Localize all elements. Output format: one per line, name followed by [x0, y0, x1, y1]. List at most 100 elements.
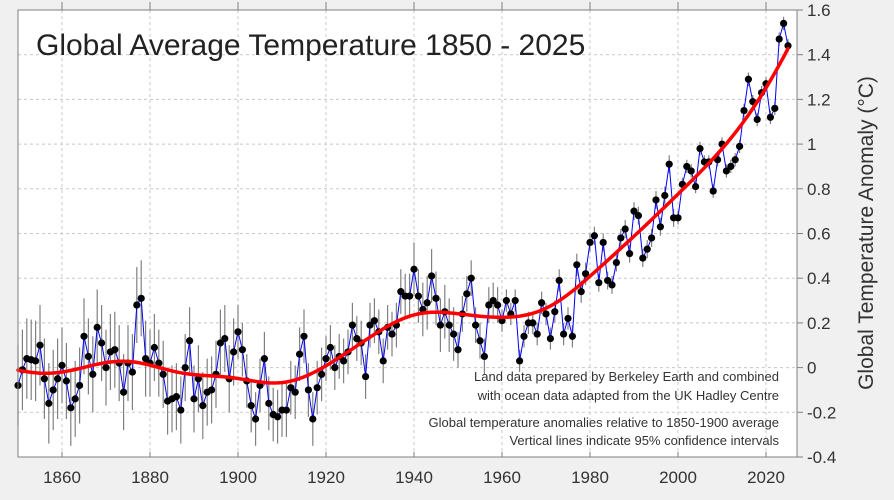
data-point: [612, 258, 621, 267]
x-tick-label: 2020: [747, 468, 785, 487]
data-point: [722, 167, 731, 175]
data-point: [529, 319, 537, 327]
data-point: [687, 167, 695, 175]
data-point: [414, 292, 422, 300]
data-point: [318, 370, 326, 378]
data-point: [727, 162, 735, 171]
data-point: [450, 330, 458, 338]
data-point: [98, 339, 106, 347]
x-axis-ticks: 1860 1880 1900 1920 1940 1960 1980 2000 2020: [43, 2, 785, 487]
x-tick-label: 2000: [659, 468, 697, 487]
data-point: [546, 334, 555, 343]
data-point: [287, 384, 295, 392]
data-point: [379, 357, 387, 365]
data-point: [84, 352, 92, 361]
data-point: [568, 332, 577, 340]
data-point: [238, 346, 246, 354]
data-point: [353, 334, 361, 343]
data-point: [102, 364, 110, 372]
data-point: [326, 343, 334, 352]
data-point: [555, 276, 563, 285]
data-point: [423, 299, 431, 307]
data-point: [274, 413, 282, 421]
data-point: [674, 214, 682, 222]
data-point: [775, 35, 783, 43]
data-point: [538, 299, 546, 307]
data-point: [71, 395, 79, 403]
data-point: [252, 415, 260, 423]
data-point: [744, 75, 753, 83]
data-point: [463, 290, 471, 298]
data-point: [472, 321, 480, 329]
data-point: [111, 346, 119, 354]
data-point: [753, 115, 761, 124]
data-point: [564, 314, 572, 323]
y-tick-label: -0.4: [807, 448, 836, 467]
data-point: [247, 401, 255, 410]
data-point: [639, 254, 647, 262]
y-axis-ticks: -0.4 -0.2 0 0.2 0.4 0.6 0.8 1 1.2 1.4 1.6: [797, 1, 836, 467]
data-point: [348, 321, 356, 329]
data-point: [120, 388, 128, 396]
data-point: [648, 234, 656, 242]
data-point: [291, 388, 299, 396]
x-tick-label: 1980: [571, 468, 609, 487]
x-tick-label: 1940: [395, 468, 433, 487]
data-point: [133, 301, 141, 309]
data-point: [137, 294, 145, 302]
data-point: [40, 375, 49, 383]
data-point: [626, 250, 634, 258]
data-point: [586, 238, 594, 247]
x-tick-label: 1880: [131, 468, 169, 487]
data-point: [780, 19, 788, 28]
data-point: [454, 346, 462, 354]
x-tick-label: 1900: [219, 468, 257, 487]
data-point: [683, 162, 691, 171]
data-point: [661, 191, 669, 200]
x-tick-label: 1960: [483, 468, 521, 487]
data-point: [489, 296, 497, 305]
data-point: [577, 288, 585, 296]
x-tick-label: 1920: [307, 468, 345, 487]
y-tick-label: -0.2: [807, 403, 836, 422]
data-point: [590, 232, 599, 240]
data-point: [432, 294, 440, 302]
data-point: [199, 401, 207, 410]
data-point: [282, 406, 290, 414]
data-point: [621, 225, 629, 233]
data-point: [340, 357, 348, 365]
annotation-confidence: Vertical lines indicate 95% confidence i…: [509, 433, 779, 448]
data-point: [436, 321, 444, 329]
data-point: [230, 348, 238, 356]
data-point: [159, 370, 167, 378]
annotation-source-2: with ocean data adapted from the UK Hadl…: [477, 388, 779, 403]
data-point: [731, 156, 739, 164]
data-point: [31, 357, 40, 365]
annotation-baseline: Global temperature anomalies relative to…: [429, 415, 780, 430]
data-point: [221, 334, 229, 343]
data-point: [155, 359, 163, 367]
data-point: [656, 223, 665, 231]
y-axis-label: Global Temperature Anomaly (°C): [855, 76, 878, 390]
data-point: [599, 238, 607, 247]
y-tick-label: 0: [807, 359, 816, 378]
data-point: [36, 341, 44, 349]
data-point: [480, 352, 488, 361]
data-point: [362, 372, 370, 381]
data-point: [142, 355, 150, 363]
data-point: [771, 104, 779, 112]
data-point: [62, 377, 70, 385]
data-point: [45, 399, 53, 407]
data-point: [533, 330, 541, 338]
data-point: [366, 321, 374, 329]
y-tick-label: 1.4: [807, 46, 831, 65]
data-point: [551, 308, 559, 316]
data-point: [388, 330, 396, 338]
y-tick-label: 0.2: [807, 314, 831, 333]
data-point: [665, 160, 673, 168]
data-point: [560, 330, 568, 338]
data-point: [502, 296, 510, 305]
data-point: [582, 270, 590, 278]
data-point: [406, 292, 414, 300]
data-point: [428, 272, 436, 280]
